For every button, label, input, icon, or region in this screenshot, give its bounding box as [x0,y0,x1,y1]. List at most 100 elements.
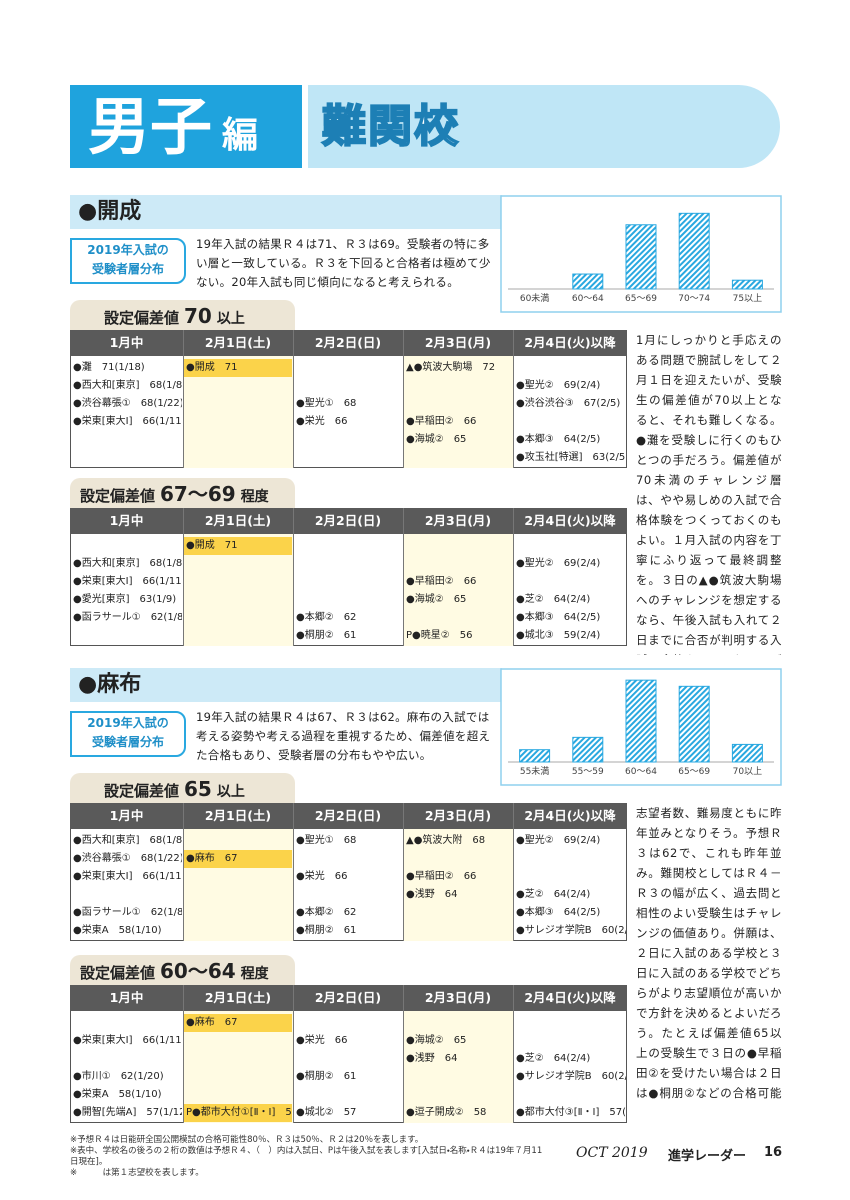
table-cell: ●栄東A 58(1/10) [73,925,162,936]
table-cell: ●開智[先端A] 57(1/12) [73,1107,182,1118]
column-divider [183,508,184,646]
heading-level: 70 [184,304,212,328]
x-tick-label: 75以上 [733,293,762,304]
table-cell: ●海城② 65 [406,594,467,605]
column-header: 2月2日(日) [314,335,382,350]
table-cell: ●栄東A 58(1/10) [73,1089,162,1100]
bar [678,212,710,290]
column-header: 2月2日(日) [314,990,382,1005]
table-cell: ●聖光② 69(2/4) [516,835,601,846]
column-bg [403,356,513,468]
description: 19年入試の結果Ｒ４は71、Ｒ３は69。受験者の特に多い層と一致している。Ｒ３を… [196,237,491,289]
distribution-chart: 60未満 60〜64 65〜69 70〜74 75以上 [500,195,782,313]
heading-suffix: 程度 [240,966,269,982]
table-heading: 設定偏差値 60〜64 程度 [80,956,269,989]
column-header: 2月1日(土) [204,335,272,350]
column-header: 2月3日(月) [424,513,492,528]
table-cell: ●桐朋② 61 [296,630,357,641]
table-cell: ●海城② 65 [406,1035,467,1046]
bar [572,736,604,763]
heading-level: 67〜69 [160,482,236,506]
column-bg [403,1011,513,1123]
x-tick-label: 55〜59 [572,767,604,777]
table-cell: ●都市大付③[Ⅱ・Ⅰ] 57(2/4) [516,1107,626,1118]
column-header: 2月3日(月) [424,808,492,823]
column-header: 2月4日(火)以降 [524,808,616,823]
column-divider [293,803,294,941]
table-cell: ●芝② 64(2/4) [516,594,591,605]
table-cell: ●浅野 64 [406,1053,458,1064]
column-bg [403,829,513,941]
table-cell: ●桐朋② 61 [296,1071,357,1082]
heading-label: 設定偏差値 [80,964,156,982]
table-cell: ●早稲田② 66 [406,576,477,587]
x-tick-label: 70以上 [733,766,762,777]
table-cell: ●芝② 64(2/4) [516,889,591,900]
table-cell: ●栄東[東大Ⅰ] 66(1/11) [73,416,182,427]
heading-label: 設定偏差値 [104,782,180,800]
column-divider [403,803,404,941]
table-cell: ●城北③ 59(2/4) [516,630,601,641]
column-header: 2月1日(土) [204,990,272,1005]
table-cell: ●西大和[東京] 68(1/8) [73,380,182,391]
note: ※表中、学校名の後ろの２桁の数値は予想Ｒ４、（ ）内は入試日、Pは午後入試を表し… [70,1146,543,1167]
table-cell: ●攻玉社[特選] 63(2/5) [516,452,626,463]
column-divider [513,330,514,468]
table-cell: ●市川① 62(1/20) [73,1071,164,1082]
column-divider [293,985,294,1123]
description: 19年入試の結果Ｒ４は67、Ｒ３は62。麻布の入試では考える姿勢や考える過程を重… [196,710,491,762]
table-header-row [70,803,627,829]
table-cell: ●函ラサール① 62(1/8) [73,907,182,918]
commentary: 1月にしっかりと手応えのある問題で腕試しをして２月１日を迎えたいが、受験生の偏差… [636,333,782,655]
table-cell: ▲●筑波大附 68 [406,835,486,846]
column-header: 1月中 [109,808,144,823]
heading-level: 65 [184,777,212,801]
distribution-chart: 55未満 55〜59 60〜64 65〜69 70以上 [500,668,782,786]
column-header: 2月4日(火)以降 [524,513,616,528]
table-heading-tab [70,300,295,332]
table-heading: 設定偏差値 65 以上 [104,774,245,807]
bar [731,279,763,290]
heading-level: 60〜64 [160,959,236,983]
column-divider [293,330,294,468]
x-tick-label: 70〜74 [678,294,710,304]
first-choice-cell: P●都市大付①[Ⅱ・Ⅰ] 57 [184,1104,292,1122]
heading-label: 設定偏差値 [80,487,156,505]
tag-line: 2019年入試の [87,243,169,257]
table-cell: ●栄光 66 [296,416,348,427]
column-divider [513,508,514,646]
table-cell: ●本郷② 62 [296,612,357,623]
column-header: 2月1日(土) [204,513,272,528]
table-header-row [70,508,627,534]
column-header: 2月4日(火)以降 [524,335,616,350]
column-divider [183,985,184,1123]
column-divider [513,985,514,1123]
issue: OCT 2019 [576,1145,648,1161]
table-header-row [70,985,627,1011]
tag-line: 2019年入試の [87,716,169,730]
column-divider [403,330,404,468]
column-header: 2月3日(月) [424,335,492,350]
tag-box [70,238,186,284]
table-cell: ●聖光② 69(2/4) [516,380,601,391]
column-header: 2月3日(月) [424,990,492,1005]
x-tick-label: 65〜69 [625,294,657,304]
table-header-row [70,330,627,356]
table-heading-tab [70,773,295,805]
column-divider [183,803,184,941]
column-bg [183,829,293,941]
table-cell: ●本郷③ 64(2/5) [516,434,601,445]
x-tick-label: 65〜69 [678,767,710,777]
section-title-bar [70,195,502,229]
table-cell: ●早稲田② 66 [406,416,477,427]
x-tick-label: 55未満 [520,765,549,777]
tag-box [70,711,186,757]
table-cell: ●西大和[東京] 68(1/8) [73,558,182,569]
table-cell: ●愛光[東京] 63(1/9) [73,594,177,605]
first-choice-cell: ●開成 71 [184,359,292,377]
notes: ※予想Ｒ４は日能研全国公開模試の合格可能性80％、Ｒ３は50％、Ｒ２は20％を表… [70,1135,550,1179]
note: ※予想Ｒ４は日能研全国公開模試の合格可能性80％、Ｒ３は50％、Ｒ２は20％を表… [70,1135,424,1145]
table-cell: ●本郷② 62 [296,907,357,918]
magazine: 進学レーダー [668,1149,747,1164]
